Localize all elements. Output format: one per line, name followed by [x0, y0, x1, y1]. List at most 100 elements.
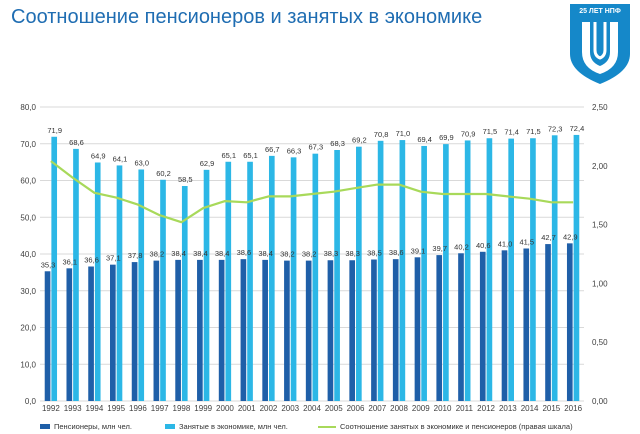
label-pensioners: 36,1	[63, 257, 78, 266]
bar-employed	[334, 149, 340, 401]
gridlines	[40, 106, 584, 402]
bar-pensioners	[175, 259, 181, 401]
legend-swatch-ratio	[318, 425, 336, 428]
bar-pensioners	[479, 251, 486, 401]
bar-pensioners	[458, 253, 464, 401]
bar-pensioners	[240, 259, 247, 401]
label-employed: 70,9	[461, 129, 476, 138]
label-pensioners: 38,2	[302, 250, 317, 259]
x-tick-label: 2006	[347, 404, 365, 413]
label-employed: 65,1	[221, 151, 236, 160]
bar-pensioners	[414, 257, 421, 401]
label-pensioners: 38,2	[280, 250, 295, 259]
label-pensioners: 39,1	[411, 246, 426, 255]
page-title: Соотношение пенсионеров и занятых в экон…	[11, 6, 483, 28]
right-tick-label: 2,00	[592, 162, 608, 171]
legend-item-employed: Занятые в экономике, млн чел.	[165, 422, 288, 431]
x-tick-label: 2013	[499, 404, 517, 413]
label-employed: 68,6	[69, 138, 84, 147]
bar-pensioners	[392, 259, 399, 401]
label-pensioners: 38,4	[258, 249, 273, 258]
left-tick-label: 0,0	[25, 397, 37, 406]
x-tick-label: 2014	[521, 404, 539, 413]
label-employed: 66,7	[265, 145, 280, 154]
bar-employed	[203, 169, 210, 401]
label-pensioners: 38,4	[193, 249, 208, 258]
label-pensioners: 39,7	[432, 244, 447, 253]
label-pensioners: 41,5	[519, 237, 534, 246]
bar-employed	[116, 165, 123, 401]
bar-employed	[399, 140, 406, 401]
right-tick-label: 0,50	[592, 338, 608, 347]
left-tick-label: 70,0	[20, 140, 36, 149]
label-pensioners: 42,7	[541, 233, 556, 242]
legend-label-pensioners: Пенсионеры, млн чел.	[54, 422, 132, 431]
legend-item-ratio: Соотношение занятых в экономике и пенсио…	[318, 422, 573, 431]
x-tick-label: 2011	[456, 404, 474, 413]
label-employed: 72,4	[570, 124, 585, 133]
bar-employed	[268, 155, 275, 401]
left-tick-label: 40,0	[20, 250, 36, 259]
bar-pensioners	[566, 243, 573, 401]
label-employed: 71,5	[526, 127, 541, 136]
x-tick-label: 1996	[129, 404, 147, 413]
x-axis-ticks: 1992 1993 1994 1995 1996 1997 1998 1999 2000 2001…	[42, 404, 583, 413]
right-tick-label: 1,00	[592, 279, 608, 288]
bar-employed	[443, 144, 449, 401]
x-tick-label: 1998	[173, 404, 191, 413]
bar-pensioners	[523, 248, 530, 401]
ratio-line	[50, 160, 574, 224]
x-tick-label: 1993	[64, 404, 82, 413]
x-tick-label: 2005	[325, 404, 343, 413]
x-tick-label: 2004	[303, 404, 321, 413]
label-employed: 67,3	[309, 143, 324, 152]
logo-text: 25 ЛЕТ НПФ	[579, 8, 621, 15]
left-tick-label: 20,0	[20, 324, 36, 333]
legend-swatch-pensioners	[40, 424, 50, 429]
label-employed: 64,1	[113, 154, 128, 163]
data-labels: 35,3 71,9 36,1 68,6 36,6 64,9 37,1 64,1 37,8 63,0…	[41, 124, 585, 269]
bar-employed	[138, 169, 145, 401]
bar-employed	[225, 161, 232, 401]
bar-employed	[73, 148, 79, 401]
ratio-series-line	[50, 160, 574, 224]
label-employed: 64,9	[91, 151, 106, 160]
bar-pensioners	[218, 259, 225, 401]
bar-pensioners	[44, 271, 51, 401]
left-tick-label: 80,0	[20, 103, 36, 112]
x-tick-label: 1995	[107, 404, 125, 413]
legend-swatch-employed	[165, 424, 175, 429]
bar-pensioners	[262, 259, 268, 401]
x-tick-label: 2016	[564, 404, 582, 413]
bar-employed	[312, 153, 319, 401]
bar-employed	[51, 136, 58, 401]
left-tick-label: 50,0	[20, 213, 36, 222]
label-employed: 60,2	[156, 169, 171, 178]
left-axis-ticks: 0,0 10,0 20,0 30,0 40,0 50,0 60,0 70,0 80,0	[20, 103, 36, 406]
x-tick-label: 2010	[434, 404, 452, 413]
left-tick-label: 60,0	[20, 177, 36, 186]
bar-employed	[247, 161, 253, 401]
bar-pensioners	[349, 260, 356, 401]
label-employed: 71,4	[504, 128, 519, 137]
label-employed: 69,9	[439, 133, 454, 142]
bar-employed	[160, 179, 166, 401]
x-tick-label: 2015	[542, 404, 560, 413]
label-employed: 62,9	[200, 159, 215, 168]
right-tick-label: 0,00	[592, 397, 608, 406]
x-tick-label: 2007	[368, 404, 386, 413]
x-tick-label: 2009	[412, 404, 430, 413]
logo-emblem-icon	[582, 22, 618, 74]
label-employed: 58,5	[178, 175, 193, 184]
x-tick-label: 2008	[390, 404, 408, 413]
bar-pensioners	[436, 255, 443, 401]
label-employed: 71,5	[483, 127, 498, 136]
bar-pensioners	[110, 264, 116, 401]
x-tick-label: 1997	[151, 404, 169, 413]
bar-pensioners	[545, 244, 551, 401]
label-employed: 63,0	[134, 158, 149, 167]
label-pensioners: 41,0	[498, 239, 513, 248]
legend-label-ratio: Соотношение занятых в экономике и пенсио…	[340, 422, 573, 431]
bar-employed	[290, 157, 297, 401]
